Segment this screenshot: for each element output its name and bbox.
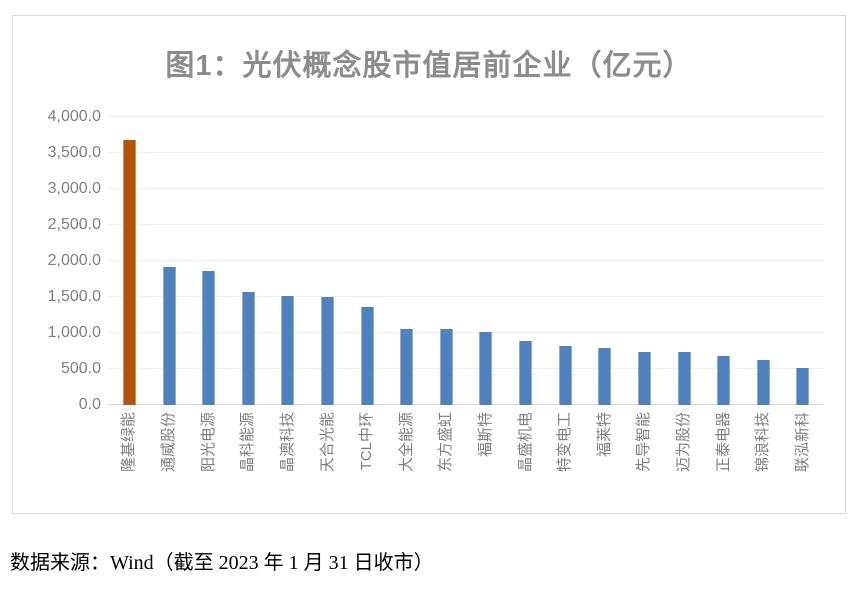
grid-line <box>108 332 824 333</box>
bar-先导智能 <box>637 351 651 405</box>
bar-天合光能 <box>321 297 334 405</box>
y-tick-label: 2,000.0 <box>47 252 101 269</box>
y-tick-label: 0.0 <box>78 396 101 413</box>
x-tick-label: 联泓新科 <box>793 412 811 473</box>
y-tick-label: 500.0 <box>60 360 101 377</box>
bar-TCL中环 <box>360 307 374 405</box>
bar-晶科能源 <box>241 292 255 405</box>
x-tick-label: 迈为股份 <box>675 412 693 473</box>
bar-正泰电器 <box>717 356 731 405</box>
x-tick-label: 晶盛机电 <box>516 412 534 473</box>
chart-card: 图1：光伏概念股市值居前企业（亿元） 0.0 500.0 1,000.0 1,500.… <box>12 15 846 514</box>
y-tick-label: 3,000.0 <box>47 180 101 197</box>
bar-联泓新科 <box>796 367 810 405</box>
grid-line <box>108 116 824 117</box>
x-tick-label: 晶澳科技 <box>278 412 296 473</box>
x-tick-label: 特变电工 <box>556 412 574 473</box>
bar-晶澳科技 <box>281 295 295 405</box>
bar-东方盛虹 <box>439 329 453 405</box>
x-axis-labels: 隆基绿能 通威股份 阳光电源 晶科能源 晶澳科技 天合光能 TCL中环 大全能源 东方盛虹 福斯特… <box>108 412 824 515</box>
x-tick-label: 隆基绿能 <box>120 412 138 473</box>
bar-特变电工 <box>558 345 572 405</box>
x-tick-label: 福莱特 <box>595 412 613 458</box>
x-tick-label: 晶科能源 <box>239 412 257 473</box>
y-tick-label: 4,000.0 <box>47 108 101 125</box>
x-tick-label: 通威股份 <box>160 412 178 473</box>
bar-阳光电源 <box>202 271 216 405</box>
x-tick-label: 正泰电器 <box>714 412 732 473</box>
bar-隆基绿能 <box>122 140 136 405</box>
y-tick-label: 1,000.0 <box>47 324 101 341</box>
y-tick-label: 2,500.0 <box>47 216 101 233</box>
x-tick-label: 锦浪科技 <box>754 412 772 473</box>
bar-锦浪科技 <box>756 359 770 405</box>
bar-迈为股份 <box>677 352 691 405</box>
y-tick-label: 1,500.0 <box>47 288 101 305</box>
bar-通威股份 <box>162 267 176 405</box>
x-tick-label: TCL中环 <box>358 412 376 471</box>
grid-line <box>108 188 824 189</box>
data-source-note: 数据来源：Wind（截至 2023 年 1 月 31 日收市） <box>10 552 434 574</box>
bar-大全能源 <box>400 329 414 405</box>
x-tick-label: 大全能源 <box>397 412 415 473</box>
chart-title: 图1：光伏概念股市值居前企业（亿元） <box>165 50 693 82</box>
bar-晶盛机电 <box>519 340 533 405</box>
y-tick-label: 3,500.0 <box>47 144 101 161</box>
bar-福斯特 <box>479 332 493 405</box>
bar-福莱特 <box>598 347 612 405</box>
x-tick-label: 阳光电源 <box>199 412 217 473</box>
grid-line <box>108 296 824 297</box>
x-axis-line <box>108 404 824 405</box>
grid-line <box>108 224 824 225</box>
x-tick-label: 先导智能 <box>635 412 653 473</box>
x-tick-label: 天合光能 <box>318 412 336 473</box>
x-tick-label: 东方盛虹 <box>437 412 455 473</box>
x-tick-label: 福斯特 <box>476 412 494 458</box>
plot-area <box>108 116 824 405</box>
y-axis-labels: 0.0 500.0 1,000.0 1,500.0 2,000.0 2,500.0 3,00… <box>13 108 101 413</box>
grid-line <box>108 260 824 261</box>
grid-line <box>108 368 824 369</box>
grid-line <box>108 152 824 153</box>
